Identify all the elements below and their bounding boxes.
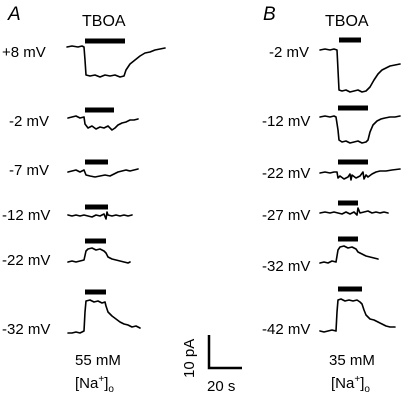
scale-current-label: 10 pA (181, 339, 198, 378)
voltage-label-b-5: -32 mV (262, 258, 310, 275)
current-trace-b-1 (319, 48, 401, 93)
current-trace-a-5 (67, 247, 131, 264)
ion-bracket-b: ] (360, 375, 364, 392)
current-trace-a-3 (67, 168, 139, 178)
scale-time-label: 20 s (207, 378, 235, 395)
drug-label-b: TBOA (325, 13, 369, 30)
voltage-label-a-6: -32 mV (2, 321, 50, 338)
ion-superscript-b: + (354, 374, 360, 385)
voltage-label-b-3: -22 mV (262, 165, 310, 182)
current-trace-b-4 (319, 207, 389, 216)
current-trace-a-4 (67, 211, 133, 220)
current-trace-a-6 (67, 299, 141, 334)
condition-label-b: 35 mM (329, 352, 375, 369)
ion-text-a: [Na (75, 375, 99, 392)
ion-label-b: [Na+]o (331, 374, 370, 395)
ion-bracket-a: ] (104, 375, 108, 392)
ion-subscript-b: o (364, 384, 370, 395)
voltage-label-b-4: -27 mV (262, 207, 310, 224)
current-trace-a-2 (67, 115, 139, 131)
ion-label-a: [Na+]o (75, 374, 114, 395)
voltage-label-b-2: -12 mV (262, 113, 310, 130)
panel-letter-a: A (7, 4, 21, 25)
panel-letter-b: B (263, 4, 276, 25)
current-trace-b-2 (319, 115, 401, 144)
voltage-label-a-1: +8 mV (2, 44, 46, 61)
voltage-label-a-5: -22 mV (2, 252, 50, 269)
current-trace-b-5 (319, 245, 379, 264)
voltage-label-b-6: -42 mV (262, 321, 310, 338)
voltage-label-a-4: -12 mV (2, 207, 50, 224)
ion-superscript-a: + (98, 374, 104, 385)
ion-text-b: [Na (331, 375, 355, 392)
ion-subscript-a: o (108, 384, 114, 395)
voltage-label-b-1: -2 mV (269, 44, 309, 61)
drug-label-a: TBOA (82, 13, 126, 30)
voltage-label-a-2: -2 mV (9, 113, 49, 130)
current-trace-a-1 (66, 45, 166, 78)
current-trace-b-6 (319, 298, 396, 333)
voltage-label-a-3: -7 mV (9, 162, 49, 179)
scale-bar (207, 335, 242, 370)
condition-label-a: 55 mM (75, 352, 121, 369)
current-trace-b-3 (319, 168, 401, 181)
